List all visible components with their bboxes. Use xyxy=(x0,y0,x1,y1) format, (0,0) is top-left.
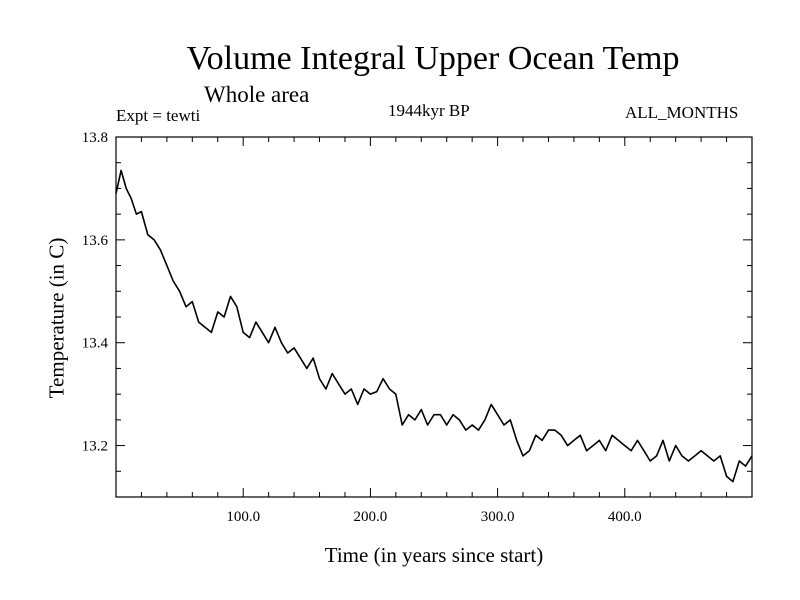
y-tick-label: 13.8 xyxy=(82,130,108,146)
series-group xyxy=(115,169,753,483)
series-line xyxy=(115,169,753,483)
y-tick-label: 13.2 xyxy=(82,439,108,455)
plot-frame xyxy=(115,136,753,498)
chart-title: Volume Integral Upper Ocean Temp xyxy=(186,40,680,77)
chart-subtitle: Whole area xyxy=(204,82,310,107)
y-tick-label: 13.6 xyxy=(82,233,109,249)
x-tick-label: 200.0 xyxy=(354,509,388,525)
x-tick-label: 400.0 xyxy=(608,509,642,525)
y-tick-label: 13.4 xyxy=(82,336,109,352)
x-tick-label: 100.0 xyxy=(226,509,260,525)
axis-tick-labels: 100.0 200.0 300.0 400.0 13.2 13.4 13.6 13.8 xyxy=(82,130,642,525)
x-tick-label: 300.0 xyxy=(481,509,515,525)
x-axis-label: Time (in years since start) xyxy=(324,543,544,567)
period-label: 1944kyr BP xyxy=(388,101,470,120)
axis-ticks xyxy=(116,136,752,497)
months-label: ALL_MONTHS xyxy=(625,103,739,122)
experiment-label: Expt = tewti xyxy=(116,106,201,125)
